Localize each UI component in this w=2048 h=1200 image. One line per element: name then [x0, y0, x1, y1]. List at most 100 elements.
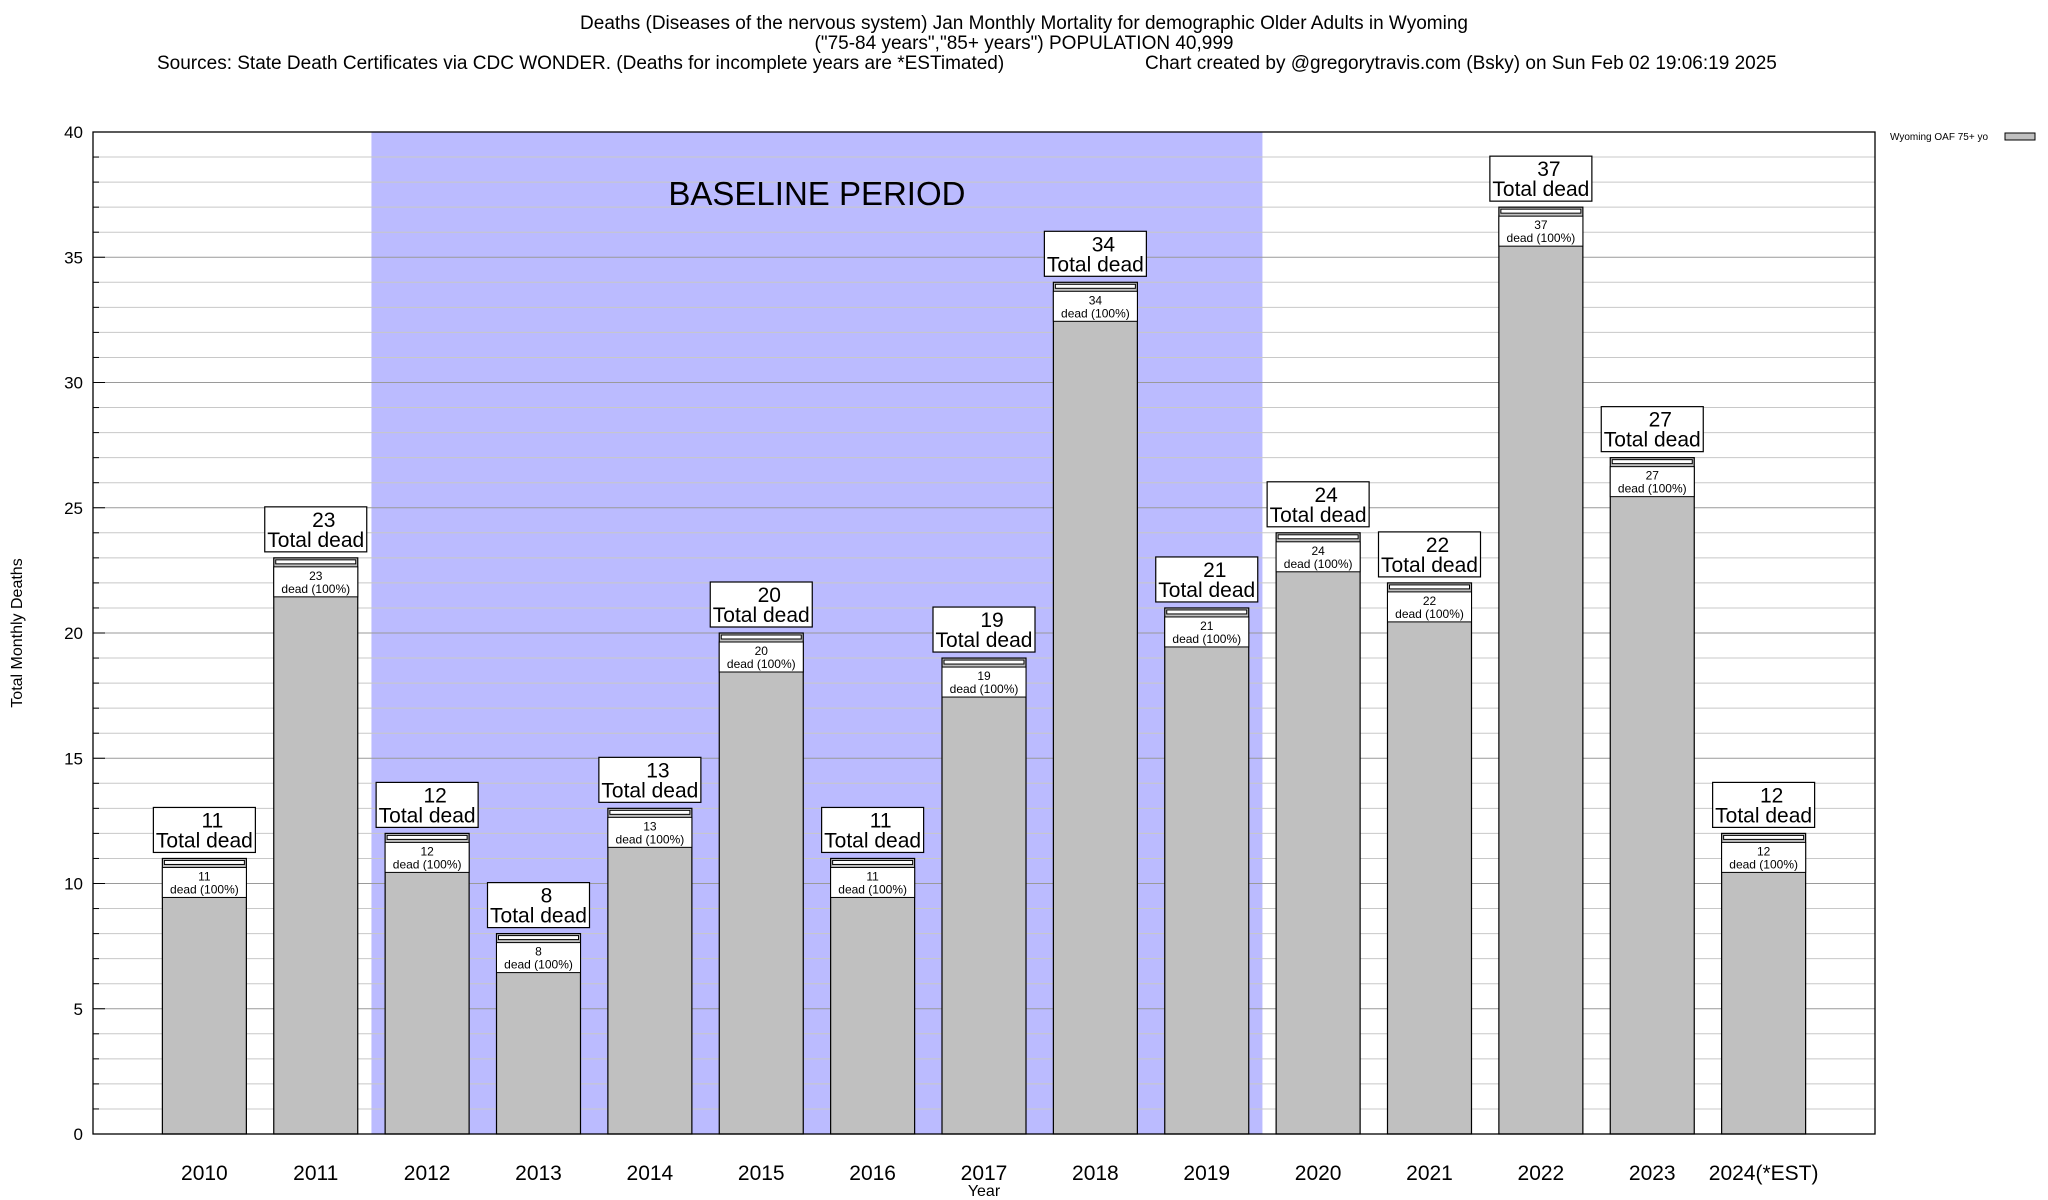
bar-inner-label-box: [384, 841, 470, 873]
bar: [1275, 532, 1361, 1135]
bar-inner-label-box: [161, 866, 247, 898]
bar-total-label-box: [152, 806, 256, 854]
x-tick-label: 2021: [1406, 1162, 1453, 1185]
x-tick-label: 2022: [1518, 1162, 1565, 1185]
sources-note: Sources: State Death Certificates via CD…: [157, 53, 1005, 74]
x-tick-label: 2017: [961, 1162, 1008, 1185]
bar: [1721, 832, 1807, 1135]
chart-subtitle: ("75-84 years","85+ years") POPULATION 4…: [814, 33, 1234, 54]
bar-inner-value: 22: [1423, 594, 1437, 608]
bar-top-band: [1054, 283, 1136, 289]
bar-total-value: 27: [1649, 409, 1672, 432]
bar-inner-label-box: [1609, 466, 1695, 498]
x-tick-label: 2011: [293, 1162, 338, 1185]
bar-inner-percent: dead (100%): [727, 657, 796, 671]
bar-total-text: Total dead: [1604, 429, 1701, 452]
bar-inner-value: 27: [1646, 469, 1660, 483]
x-tick-label: 2019: [1183, 1162, 1230, 1185]
bar-total-label-box: [709, 581, 813, 628]
x-tick-label: 2015: [738, 1162, 785, 1185]
bar-total-value: 8: [541, 885, 553, 908]
x-tick-label: 2013: [515, 1162, 562, 1185]
x-tick-label: 2018: [1072, 1162, 1119, 1185]
bar-top-band: [498, 935, 579, 941]
bar-top-band: [1277, 534, 1359, 540]
bar-inner-percent: dead (100%): [504, 958, 573, 972]
bar-total-text: Total dead: [1270, 504, 1367, 527]
x-tick-label: 2014: [627, 1162, 674, 1185]
sources-row: Sources: State Death Certificates via CD…: [0, 54, 2048, 74]
bar-inner-label-box: [718, 641, 804, 673]
x-axis-label: Year: [968, 1183, 1001, 1200]
bar-inner-label-box: [496, 942, 581, 974]
x-tick-label: 2023: [1629, 1162, 1676, 1185]
bar-total-label-box: [1155, 556, 1259, 603]
bar-total-text: Total dead: [1381, 554, 1478, 577]
bar-total-value: 11: [201, 809, 223, 832]
bar-inner-percent: dead (100%): [281, 582, 350, 596]
bar: [1498, 206, 1584, 1135]
bar-inner-percent: dead (100%): [1507, 231, 1576, 245]
bar: [1609, 457, 1695, 1135]
bar-inner-value: 23: [309, 569, 323, 583]
y-tick-label: 5: [74, 1000, 83, 1019]
bar-inner-value: 12: [420, 844, 434, 858]
bar: [941, 657, 1027, 1135]
y-tick-label: 25: [64, 499, 83, 518]
bar-inner-value: 8: [535, 945, 542, 959]
bar-inner-percent: dead (100%): [1061, 306, 1130, 320]
bar-total-label-box: [1712, 781, 1816, 829]
bar-total-text: Total dead: [267, 529, 364, 552]
bar-total-label-box: [932, 606, 1036, 653]
bar-inner-value: 12: [1757, 844, 1771, 858]
y-tick-label: 15: [64, 749, 83, 768]
bar-total-text: Total dead: [490, 905, 587, 928]
bar: [384, 832, 470, 1135]
bar-inner-value: 21: [1200, 619, 1214, 633]
bar: [1386, 582, 1473, 1135]
bar-top-band: [832, 859, 914, 865]
bar-inner-label-box: [830, 866, 916, 898]
bar-inner-percent: dead (100%): [1284, 557, 1353, 571]
bar-inner-label-box: [941, 666, 1027, 698]
bar-inner-percent: dead (100%): [1395, 607, 1464, 621]
bar-inner-label-box: [607, 816, 693, 848]
bar-total-label-box: [486, 881, 591, 929]
bar-total-value: 37: [1537, 158, 1560, 181]
bar-total-text: Total dead: [601, 779, 698, 802]
bar-inner-label-box: [1721, 841, 1807, 873]
bar-top-band: [386, 834, 468, 840]
bar-top-band: [1723, 834, 1805, 840]
bar-total-text: Total dead: [379, 804, 476, 827]
bar-total-text: Total dead: [1158, 579, 1255, 602]
bar-total-value: 13: [646, 759, 669, 782]
bar-top-band: [1611, 459, 1693, 465]
bar-total-label-box: [598, 756, 702, 803]
bar-total-value: 20: [758, 584, 781, 607]
x-tick-label: 2016: [849, 1162, 896, 1185]
y-tick-label: 10: [64, 875, 83, 894]
bar-inner-value: 11: [198, 869, 211, 883]
x-tick-label: 2024(*EST): [1709, 1162, 1819, 1185]
bar-total-label-box: [1266, 481, 1370, 528]
bar-total-text: Total dead: [713, 604, 810, 627]
bar-total-label-box: [821, 806, 925, 854]
bar-total-value: 12: [1760, 784, 1783, 807]
bar-total-label-box: [375, 781, 479, 829]
bar-top-band: [275, 559, 357, 565]
x-tick-label: 2010: [181, 1162, 228, 1185]
bar-total-value: 24: [1314, 484, 1338, 507]
bar-inner-percent: dead (100%): [838, 882, 907, 896]
bar-inner-value: 11: [866, 869, 879, 883]
bar: [718, 632, 804, 1135]
bar-inner-percent: dead (100%): [170, 882, 239, 896]
bar-inner-label-box: [1498, 215, 1584, 247]
x-tick-label: 2020: [1295, 1162, 1342, 1185]
bar-total-label-box: [264, 506, 368, 553]
bar-top-band: [1166, 609, 1248, 615]
bar: [1052, 281, 1138, 1135]
bar-inner-label-box: [1275, 541, 1361, 573]
y-tick-label: 30: [64, 374, 83, 393]
bar-top-band: [720, 634, 802, 640]
y-tick-label: 20: [64, 624, 83, 643]
